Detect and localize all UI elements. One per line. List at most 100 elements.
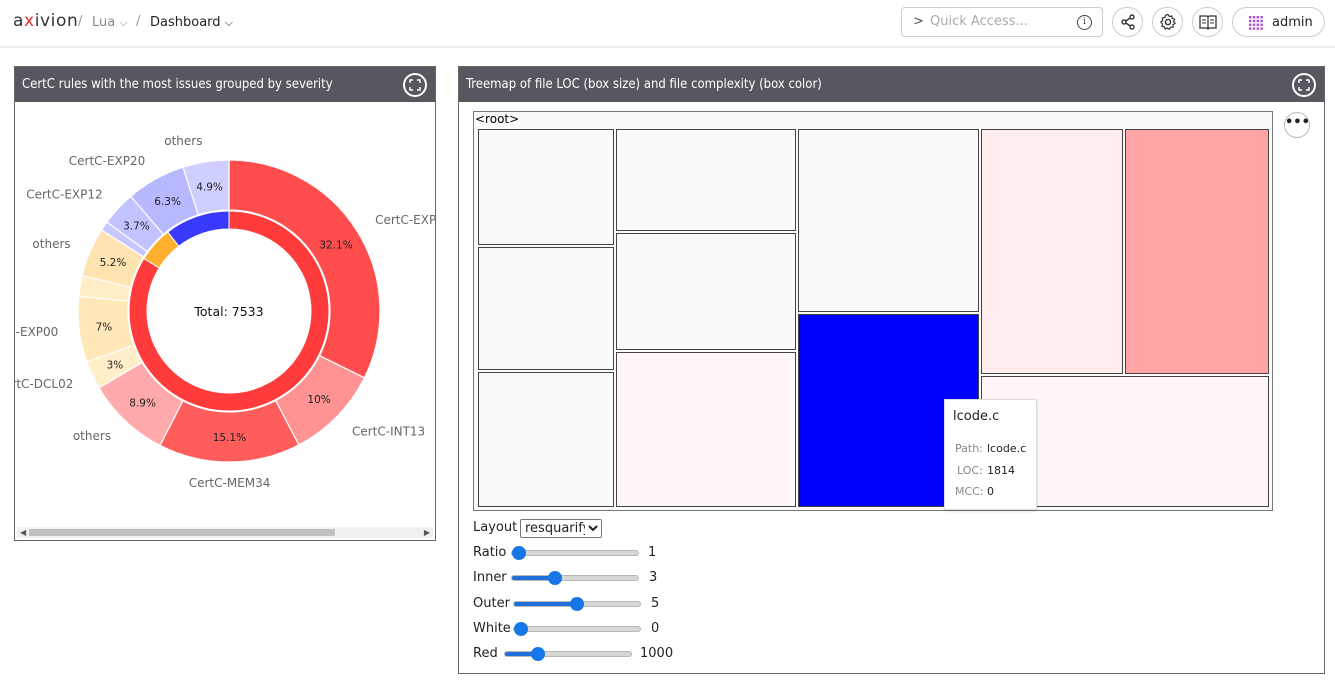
slice-name-label: others <box>73 429 111 443</box>
scrollbar-thumb[interactable] <box>29 529 335 536</box>
chart-total-label: Total: 7533 <box>193 304 263 319</box>
slice-name-label: CertC-EXP34 <box>375 213 435 227</box>
treemap-cell[interactable] <box>478 129 614 245</box>
chevron-down-icon: ⌵ <box>119 16 128 29</box>
slider-thumb[interactable] <box>530 647 545 661</box>
outer-value: 5 <box>651 596 660 611</box>
slice-name-label: CertC-EXP12 <box>26 187 102 201</box>
treemap: <root> <box>473 111 1273 511</box>
layout-label: Layout <box>473 520 518 535</box>
scroll-right-icon[interactable]: ▶ <box>423 528 430 537</box>
outer-label: Outer <box>473 596 510 611</box>
inner-slider[interactable] <box>511 571 639 585</box>
tooltip-value: lcode.c <box>987 442 1027 455</box>
treemap-cell[interactable] <box>478 247 614 370</box>
slider-thumb[interactable] <box>514 622 528 636</box>
outer-slice[interactable] <box>182 159 230 216</box>
slice-name-label: others <box>32 237 70 251</box>
slice-pct-label: 6.3% <box>154 196 181 208</box>
slider-thumb[interactable] <box>512 546 526 560</box>
ratio-value: 1 <box>648 545 657 560</box>
user-name: admin <box>1272 15 1313 30</box>
panel-title: Treemap of file LOC (box size) and file … <box>459 67 1324 102</box>
white-label: White <box>473 621 511 636</box>
inner-value: 3 <box>649 570 658 585</box>
treemap-tooltip: lcode.c Path: lcode.c LOC: 1814 MCC: 0 <box>944 399 1037 510</box>
share-button[interactable] <box>1112 7 1143 37</box>
info-icon[interactable]: i <box>1077 15 1092 30</box>
slice-pct-label: 5.2% <box>100 257 127 269</box>
breadcrumb-dashboard[interactable]: Dashboard ⌵ <box>150 15 234 30</box>
treemap-cell[interactable] <box>616 233 796 350</box>
treemap-root-label: <root> <box>475 112 520 126</box>
ratio-slider[interactable] <box>511 546 639 560</box>
outer-slider[interactable] <box>513 597 641 611</box>
breadcrumb-separator: / <box>136 14 141 29</box>
treemap-cell[interactable] <box>798 129 979 312</box>
slice-pct-label: 3% <box>107 360 124 372</box>
tooltip-key: LOC: <box>957 464 983 477</box>
slice-name-label: CertC-MEM34 <box>189 476 271 490</box>
top-bar: axivion / Lua ⌵ / Dashboard ⌵ > i <box>0 0 1335 48</box>
settings-button[interactable] <box>1152 7 1183 37</box>
documentation-button[interactable] <box>1192 7 1223 37</box>
panel-title: CertC rules with the most issues grouped… <box>15 67 435 102</box>
inner-slice[interactable] <box>167 210 230 247</box>
white-slider[interactable] <box>513 622 641 636</box>
horizontal-scrollbar[interactable]: ◀ ▶ <box>17 527 433 538</box>
quick-access-box[interactable]: > i <box>901 7 1103 37</box>
slice-name-label: CertC-EXP20 <box>69 154 145 168</box>
slice-pct-label: 32.1% <box>319 239 352 251</box>
slider-fill <box>505 652 534 656</box>
tooltip-title: lcode.c <box>953 409 1000 424</box>
chevron-down-icon: ⌵ <box>224 16 234 29</box>
share-icon <box>1120 14 1135 30</box>
user-menu-button[interactable]: admin <box>1232 7 1325 37</box>
expand-arrows <box>409 79 421 91</box>
red-slider[interactable] <box>504 647 632 661</box>
more-options-button[interactable]: ••• <box>1284 112 1310 138</box>
breadcrumb-separator: / <box>78 14 83 29</box>
slice-pct-label: 3.7% <box>123 220 150 232</box>
slider-thumb[interactable] <box>570 597 584 611</box>
severity-chart-panel: CertC rules with the most issues grouped… <box>14 66 436 541</box>
inner-slice[interactable] <box>128 210 330 412</box>
chevron-right-icon: > <box>913 14 924 29</box>
slice-name-label: CertC-INT13 <box>352 424 425 438</box>
treemap-cell[interactable] <box>616 129 796 231</box>
axivion-logo[interactable]: axivion <box>13 11 79 31</box>
slice-pct-label: 8.9% <box>129 398 156 410</box>
quick-access-input[interactable] <box>930 14 1070 29</box>
red-label: Red <box>473 646 498 661</box>
slice-name-label: CertC-EXP00 <box>15 325 58 339</box>
slider-fill <box>512 576 553 580</box>
tooltip-value: 0 <box>987 485 994 498</box>
treemap-cell[interactable] <box>616 352 796 507</box>
breadcrumb-project[interactable]: Lua ⌵ <box>92 15 128 30</box>
tooltip-key: Path: <box>955 442 983 455</box>
scroll-left-icon[interactable]: ◀ <box>20 528 27 537</box>
red-value: 1000 <box>640 646 674 661</box>
inner-label: Inner <box>473 570 507 585</box>
user-grid-icon <box>1249 16 1263 30</box>
slice-pct-label: 10% <box>307 394 330 406</box>
gear-icon <box>1159 13 1176 30</box>
outer-slice[interactable] <box>228 159 381 379</box>
layout-select[interactable]: resquarify <box>520 519 602 538</box>
treemap-cell[interactable] <box>478 372 614 507</box>
ratio-label: Ratio <box>473 545 507 560</box>
slice-pct-label: 15.1% <box>213 432 246 444</box>
treemap-cell[interactable] <box>1125 129 1269 374</box>
slider-fill <box>514 602 577 606</box>
sunburst-chart: 32.1% 10% 15.1% 8.9% 3% 7% 5.2% 3.7% 6.3% 4.9% Tot… <box>15 134 435 490</box>
slice-pct-label: 4.9% <box>196 182 223 194</box>
expand-arrows <box>1298 79 1310 91</box>
white-value: 0 <box>651 621 660 636</box>
slider-thumb[interactable] <box>547 571 562 585</box>
expand-icon[interactable] <box>1292 73 1316 97</box>
slice-name-label: CertC-DCL02 <box>15 377 73 391</box>
expand-icon[interactable] <box>403 73 427 97</box>
tooltip-value: 1814 <box>987 464 1015 477</box>
slice-name-label: others <box>164 134 202 148</box>
treemap-cell[interactable] <box>981 129 1123 374</box>
